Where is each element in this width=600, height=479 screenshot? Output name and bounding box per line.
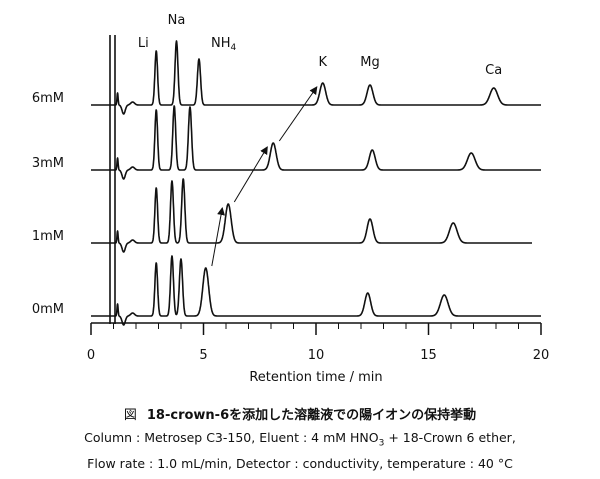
k-shift-arrows (211, 86, 318, 267)
peak-label-nh4: NH4 (211, 36, 237, 53)
x-tick-label: 20 (533, 348, 550, 363)
x-tick-label: 0 (87, 348, 95, 363)
x-tick-label: 10 (308, 348, 325, 363)
k-shift-arrow-3 (278, 86, 318, 142)
x-axis: 0 5 10 15 20 (87, 322, 550, 363)
peak-labels: Li Na NH4 K Mg Ca (138, 13, 502, 78)
k-shift-arrow-2 (233, 146, 268, 203)
x-tick-label: 5 (199, 348, 207, 363)
caption-conditions-line-2: Flow rate : 1.0 mL/min, Detector : condu… (87, 455, 513, 471)
x-axis-title: Retention time / min (249, 370, 382, 385)
trace-3mM (90, 105, 542, 180)
caption-fig-mark: 図 (123, 408, 137, 423)
caption-title: 図 18-crown-6を添加した溶離液での陽イオンの保持挙動 (0, 404, 600, 423)
caption-conditions-line-1: Column : Metrosep C3-150, Eluent : 4 mM … (0, 430, 600, 449)
peak-label-ca: Ca (485, 63, 502, 78)
caption-line1-tail: + 18-Crown 6 ether, (384, 430, 516, 445)
series-label-6mM: 6mM (32, 91, 64, 106)
caption-line1-subscript: 3 (378, 438, 385, 449)
trace-1mM (90, 178, 533, 253)
figure-caption: 図 18-crown-6を添加した溶離液での陽イオンの保持挙動 Column : … (0, 402, 600, 471)
series-labels: 6mM 3mM 1mM 0mM (32, 91, 64, 317)
caption-line1-text: Column : Metrosep C3-150, Eluent : 4 mM … (84, 430, 379, 445)
trace-0mM (90, 255, 542, 326)
chromatogram-traces (90, 35, 542, 326)
peak-label-li: Li (138, 36, 149, 51)
chromatogram-chart: 0 5 10 15 20 6mM 3mM 1mM 0mM Li Na NH4 K Mg Ca Reten… (32, 13, 550, 385)
peak-label-mg: Mg (360, 55, 379, 70)
x-tick-label: 15 (420, 348, 437, 363)
caption-title-text: 18-crown-6を添加した溶離液での陽イオンの保持挙動 (146, 408, 477, 423)
series-label-0mM: 0mM (32, 302, 64, 317)
peak-label-na: Na (168, 13, 186, 28)
peak-label-nh4-subscript: 4 (231, 43, 237, 53)
k-shift-arrow-1 (211, 207, 225, 267)
trace-6mM (90, 40, 542, 115)
series-label-1mM: 1mM (32, 229, 64, 244)
series-label-3mM: 3mM (32, 156, 64, 171)
peak-label-k: K (319, 55, 328, 70)
